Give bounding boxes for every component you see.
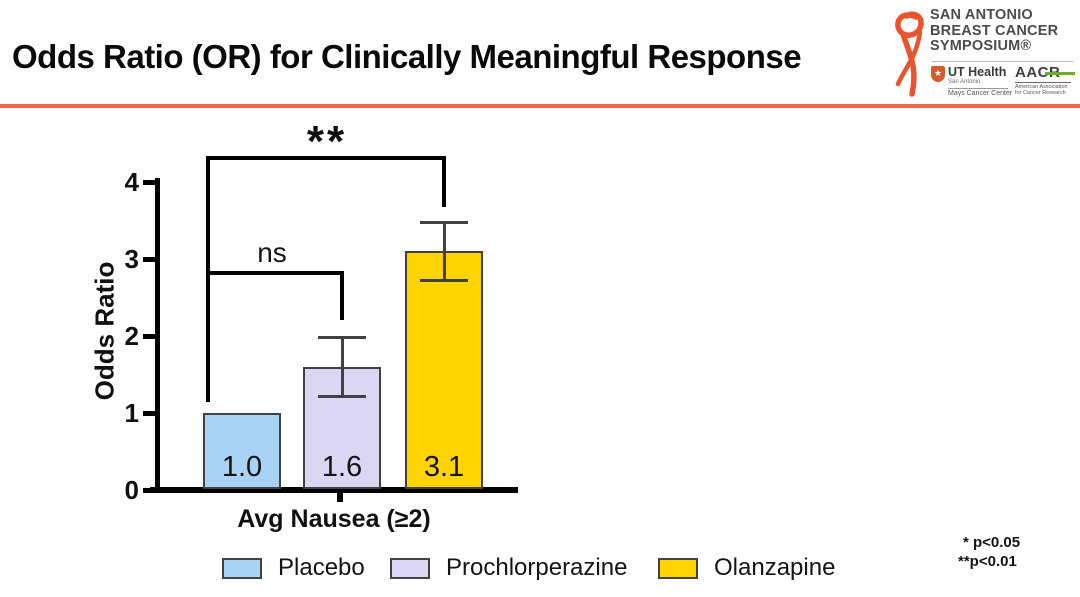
ut-health-logo: ★ UT Health San Antonio Mays Cancer Cent… <box>931 65 1013 97</box>
legend-label: Placebo <box>278 554 365 581</box>
legend-item-prochlorperazine: Prochlorperazine <box>390 556 627 580</box>
ut-health-shield-icon: ★ <box>931 66 945 82</box>
legend-item-placebo: Placebo <box>222 556 365 580</box>
significance-bracket-left-stem <box>206 156 210 402</box>
y-axis <box>155 178 160 492</box>
y-tick <box>143 410 155 416</box>
x-axis-label: Avg Nausea (≥2) <box>237 505 431 533</box>
significance-label-ns: ns <box>257 237 287 268</box>
bar-value-label: 1.6 <box>321 450 363 483</box>
bar-value-label: 3.1 <box>423 450 465 483</box>
symposium-line: SAN ANTONIO <box>930 7 1033 23</box>
legend-item-olanzapine: Olanzapine <box>658 556 835 580</box>
mays-cancer-center-label: Mays Cancer Center <box>948 90 1013 97</box>
legend-swatch-prochlorperazine <box>390 557 430 579</box>
significance-bracket-ns-drop <box>340 271 344 320</box>
symposium-line: SYMPOSIUM® <box>930 38 1032 54</box>
title-divider-line <box>0 104 1080 108</box>
page-title: Odds Ratio (OR) for Clinically Meaningfu… <box>12 38 802 75</box>
aacr-wordmark: AACR <box>1015 65 1077 80</box>
legend-label: Olanzapine <box>714 554 836 581</box>
ut-health-name: UT Health <box>948 65 1007 79</box>
sabcs-logo: SAN ANTONIO BREAST CANCER SYMPOSIUM® ★ U… <box>893 4 1079 100</box>
bar-placebo: 1.0 <box>203 413 281 489</box>
aacr-subtitle: American Association for Cancer Research <box>1015 84 1068 96</box>
y-tick-label: 4 <box>124 167 139 197</box>
bar-value-label: 1.0 <box>221 451 263 483</box>
y-tick <box>143 179 155 185</box>
ut-health-city: San Antonio <box>948 79 981 85</box>
footnote-p005: * p<0.05 <box>963 534 1021 551</box>
logo-divider-line <box>932 61 1073 62</box>
significance-bracket-ns <box>206 271 344 275</box>
bar-olanzapine: 3.1 <box>405 251 483 489</box>
y-tick <box>143 487 155 493</box>
y-tick <box>143 256 155 262</box>
aacr-logo: AACR American Association for Cancer Res… <box>1015 65 1077 96</box>
significance-label-stars: ** <box>306 117 348 166</box>
footnote-p001: **p<0.01 <box>958 553 1017 570</box>
symposium-line: BREAST CANCER <box>930 22 1059 39</box>
y-tick-label: 3 <box>124 244 139 274</box>
y-tick <box>143 333 155 339</box>
legend-swatch-olanzapine <box>658 557 698 579</box>
y-tick-label: 2 <box>124 321 139 351</box>
pvalue-footnotes: * p<0.05 **p<0.01 <box>958 533 1020 571</box>
aacr-green-bar <box>1045 72 1075 75</box>
breast-cancer-ribbon-icon <box>895 11 924 97</box>
x-axis <box>150 487 518 493</box>
aacr-divider <box>1015 82 1071 83</box>
error-bar-olanzapine <box>420 220 468 283</box>
symposium-wordmark: SAN ANTONIO BREAST CANCER SYMPOSIUM® <box>930 7 1059 55</box>
x-axis-tick <box>337 490 343 502</box>
error-bar-prochlorperazine <box>318 336 366 398</box>
significance-bracket-stars <box>206 156 446 160</box>
legend-label: Prochlorperazine <box>446 554 628 581</box>
ut-health-divider <box>948 88 1008 89</box>
y-axis-title: Odds Ratio <box>89 261 120 401</box>
legend-swatch-placebo <box>222 557 262 579</box>
y-tick-label: 0 <box>124 475 139 505</box>
y-tick-label: 1 <box>124 398 139 428</box>
significance-bracket-stars-drop <box>442 156 446 207</box>
